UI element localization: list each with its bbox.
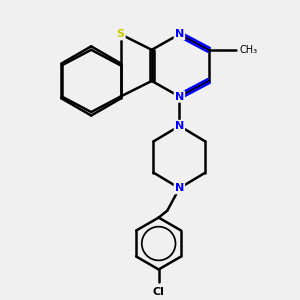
Text: S: S [117, 29, 124, 39]
Text: N: N [175, 92, 184, 101]
Text: N: N [175, 29, 184, 39]
Text: Cl: Cl [153, 287, 165, 297]
Text: N: N [175, 121, 184, 131]
Text: CH₃: CH₃ [240, 45, 258, 55]
Text: N: N [175, 183, 184, 193]
